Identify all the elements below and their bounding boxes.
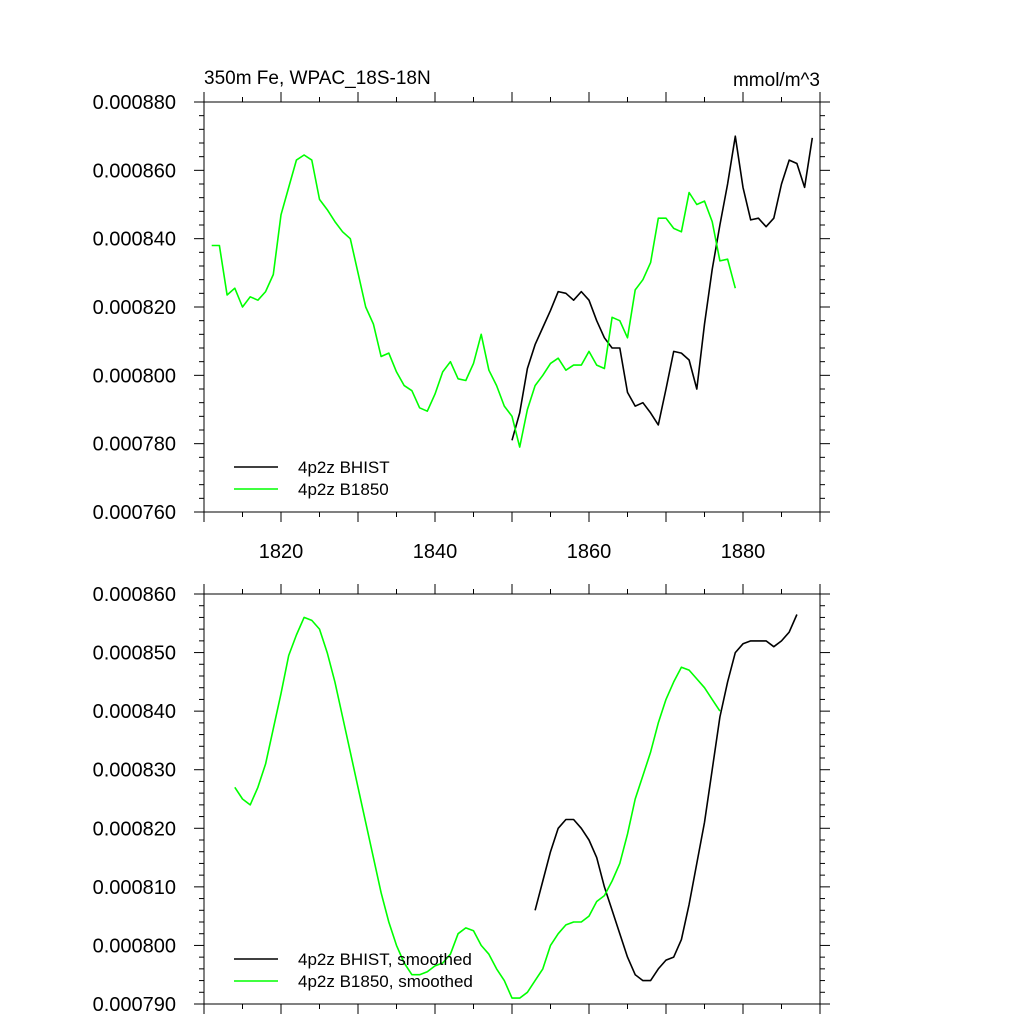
top-y-tick-label: 0.000880 — [93, 92, 176, 114]
top-x-tick-labels: 1820 1840 1860 1880 — [259, 541, 766, 563]
bottom-y-tick-label: 0.000820 — [93, 818, 176, 840]
top-legend: 4p2z BHIST 4p2z B1850 — [234, 458, 390, 499]
bottom-y-tick-label: 0.000850 — [93, 643, 176, 665]
bottom-axis-ticks — [194, 584, 830, 1014]
top-panel: 350m Fe, WPAC_18S-18N mmol/m^3 0.0007600… — [93, 68, 830, 563]
top-x-tick-label: 1840 — [413, 541, 458, 563]
top-y-tick-label: 0.000780 — [93, 434, 176, 456]
bottom-y-tick-label: 0.000790 — [93, 994, 176, 1016]
bottom-y-tick-label: 0.000830 — [93, 760, 176, 782]
top-legend-label: 4p2z B1850 — [298, 480, 389, 499]
bottom-legend: 4p2z BHIST, smoothed 4p2z B1850, smoothed — [234, 950, 473, 991]
top-x-tick-label: 1880 — [721, 541, 766, 563]
top-y-tick-label: 0.000800 — [93, 365, 176, 387]
bottom-y-tick-labels: 0.000790 0.000800 0.000810 0.000820 0.000830… — [93, 584, 176, 1016]
top-panel-title: 350m Fe, WPAC_18S-18N — [204, 68, 431, 89]
top-y-tick-label: 0.000760 — [93, 502, 176, 524]
bottom-legend-label: 4p2z B1850, smoothed — [298, 972, 473, 991]
bottom-panel: 0.000790 0.000800 0.000810 0.000820 0.000830… — [93, 584, 830, 1016]
top-series-lines — [211, 135, 814, 448]
top-y-tick-label: 0.000860 — [93, 160, 176, 182]
top-x-tick-label: 1820 — [259, 541, 304, 563]
bottom-plot-frame — [203, 593, 821, 1005]
top-plot-frame — [203, 101, 821, 513]
bottom-series-lines — [234, 614, 798, 999]
bottom-y-tick-label: 0.000860 — [93, 584, 176, 606]
bottom-series-line-b1850 — [234, 616, 721, 999]
bottom-y-tick-label: 0.000800 — [93, 935, 176, 957]
bottom-series-line-bhist — [534, 614, 798, 982]
bottom-y-tick-label: 0.000840 — [93, 701, 176, 723]
top-series-line-bhist — [511, 135, 814, 441]
top-y-tick-label: 0.000840 — [93, 229, 176, 251]
top-axis-ticks — [194, 92, 830, 522]
top-y-tick-labels: 0.000760 0.000780 0.000800 0.000820 0.000840… — [93, 92, 176, 524]
bottom-legend-label: 4p2z BHIST, smoothed — [298, 950, 472, 969]
top-y-tick-label: 0.000820 — [93, 297, 176, 319]
top-legend-label: 4p2z BHIST — [298, 458, 390, 477]
top-x-tick-label: 1860 — [567, 541, 612, 563]
top-series-line-b1850 — [211, 154, 737, 448]
bottom-y-tick-label: 0.000810 — [93, 877, 176, 899]
top-panel-units: mmol/m^3 — [733, 70, 820, 91]
